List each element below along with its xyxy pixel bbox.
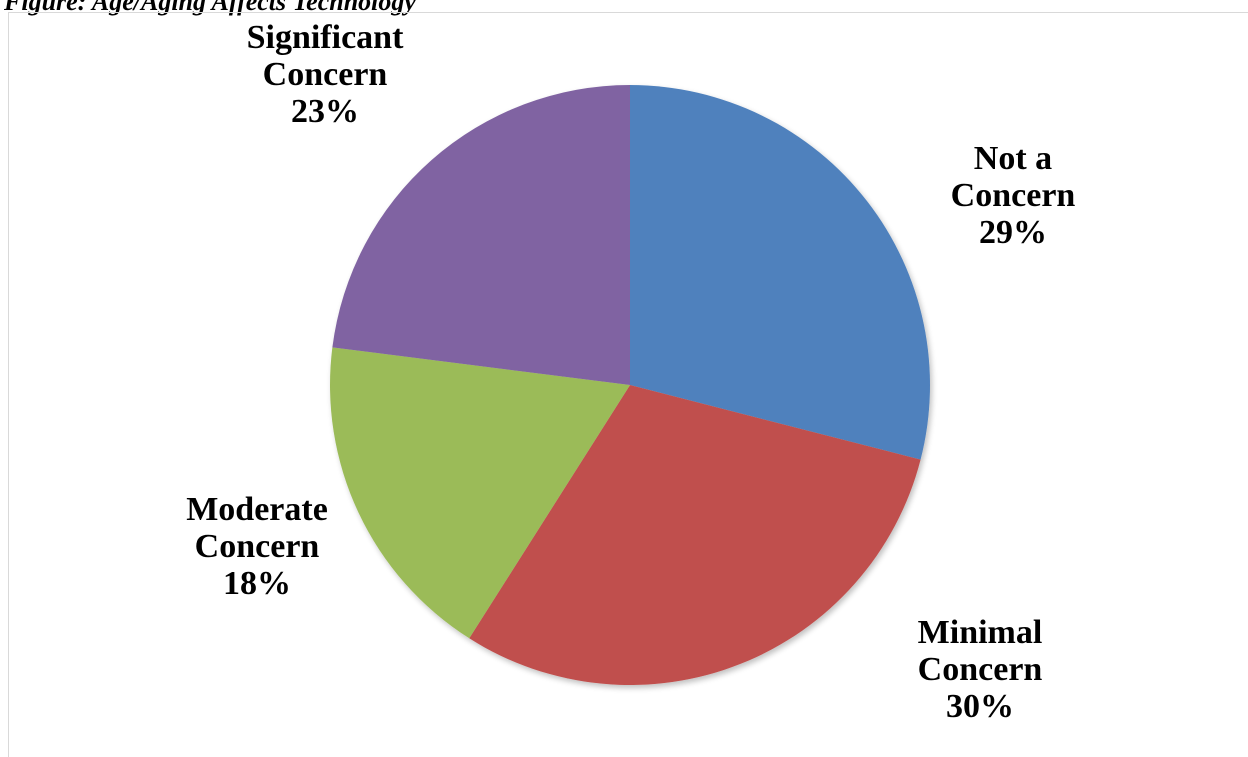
data-label-percent: 30%	[946, 688, 1014, 725]
pie-slice-not-a-concern	[630, 85, 930, 460]
data-label-name-line: Concern	[262, 56, 388, 93]
pie-slice-minimal-concern	[469, 385, 921, 686]
chart-frame-left-border	[8, 12, 9, 757]
data-label-name-line: Concern	[917, 651, 1043, 688]
data-label-name-line: Minimal	[917, 614, 1043, 651]
data-label-percent: 29%	[979, 214, 1047, 251]
data-label-name-line: Concern	[194, 528, 320, 565]
data-label-name-line: Concern	[950, 177, 1076, 214]
data-label-name-line: Significant	[246, 19, 404, 56]
pie-slice-moderate-concern	[330, 347, 630, 639]
data-label-percent: 18%	[223, 565, 291, 602]
data-label-minimal-concern: Minimal Concern 30%	[880, 614, 1080, 725]
data-label-moderate-concern: Moderate Concern 18%	[157, 491, 357, 602]
pie-slice-significant-concern	[332, 85, 630, 385]
data-label-significant-concern: Significant Concern 23%	[225, 19, 425, 130]
data-label-name-line: Moderate	[186, 491, 328, 528]
data-label-name-line: Not a	[973, 140, 1053, 177]
data-label-percent: 23%	[291, 93, 359, 130]
chart-frame-top-border	[8, 12, 1248, 13]
data-label-not-a-concern: Not a Concern 29%	[913, 140, 1113, 251]
